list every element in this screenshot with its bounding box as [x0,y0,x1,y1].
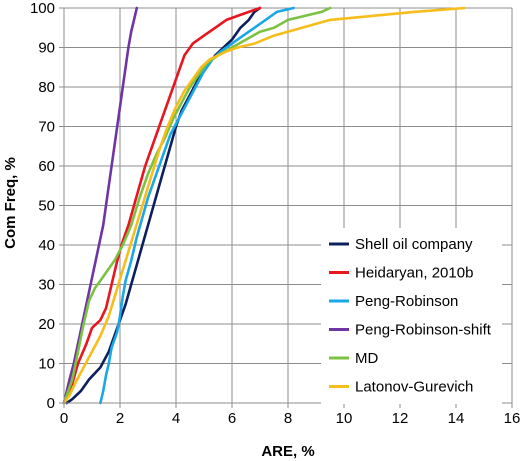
series-line-peng-robinson-shift [62,6,139,405]
y-tick-label: 70 [38,119,55,136]
x-tick-label: 14 [448,410,465,427]
x-tick-label: 6 [228,410,236,427]
legend: Shell oil company Heidaryan, 2010b Peng-Ro… [321,228,502,404]
y-tick-label: 80 [38,79,55,96]
series-layer [62,6,466,405]
legend-entry: Heidaryan, 2010b [355,265,473,282]
x-tick-label: 0 [60,410,68,427]
tick-labels: 0 2 4 6 8 10 12 14 16 0 10 20 30 40 50 60 70 80 90 100 [30,0,520,427]
series-line-latonov-gurevich [62,6,466,405]
legend-entry: Peng-Robinson-shift [355,322,492,339]
y-tick-label: 30 [38,277,55,294]
y-tick-label: 60 [38,158,55,175]
legend-background [321,228,502,404]
y-tick-label: 50 [38,198,55,215]
axes [59,7,513,408]
legend-entry: Shell oil company [355,236,473,253]
y-tick-label: 10 [38,356,55,373]
x-axis-title: ARE, % [261,443,314,460]
x-tick-label: 12 [392,410,409,427]
y-tick-label: 90 [38,40,55,57]
x-tick-label: 16 [504,410,520,427]
y-tick-label: 20 [38,316,55,333]
x-tick-label: 2 [116,410,124,427]
y-tick-label: 40 [38,237,55,254]
x-tick-label: 8 [284,410,292,427]
y-tick-label: 100 [30,0,55,17]
legend-entry: Latonov-Gurevich [355,379,473,396]
legend-entry: MD [355,350,378,367]
y-axis-title: Com Freq, % [2,157,19,249]
x-tick-label: 4 [172,410,180,427]
y-tick-label: 0 [47,395,55,412]
series-line-shell-oil-company [65,6,262,405]
series-line-heidaryan-2010b [62,6,262,405]
series-line-peng-robinson [99,6,295,405]
legend-entry: Peng-Robinson [355,293,458,310]
x-tick-label: 10 [336,410,353,427]
